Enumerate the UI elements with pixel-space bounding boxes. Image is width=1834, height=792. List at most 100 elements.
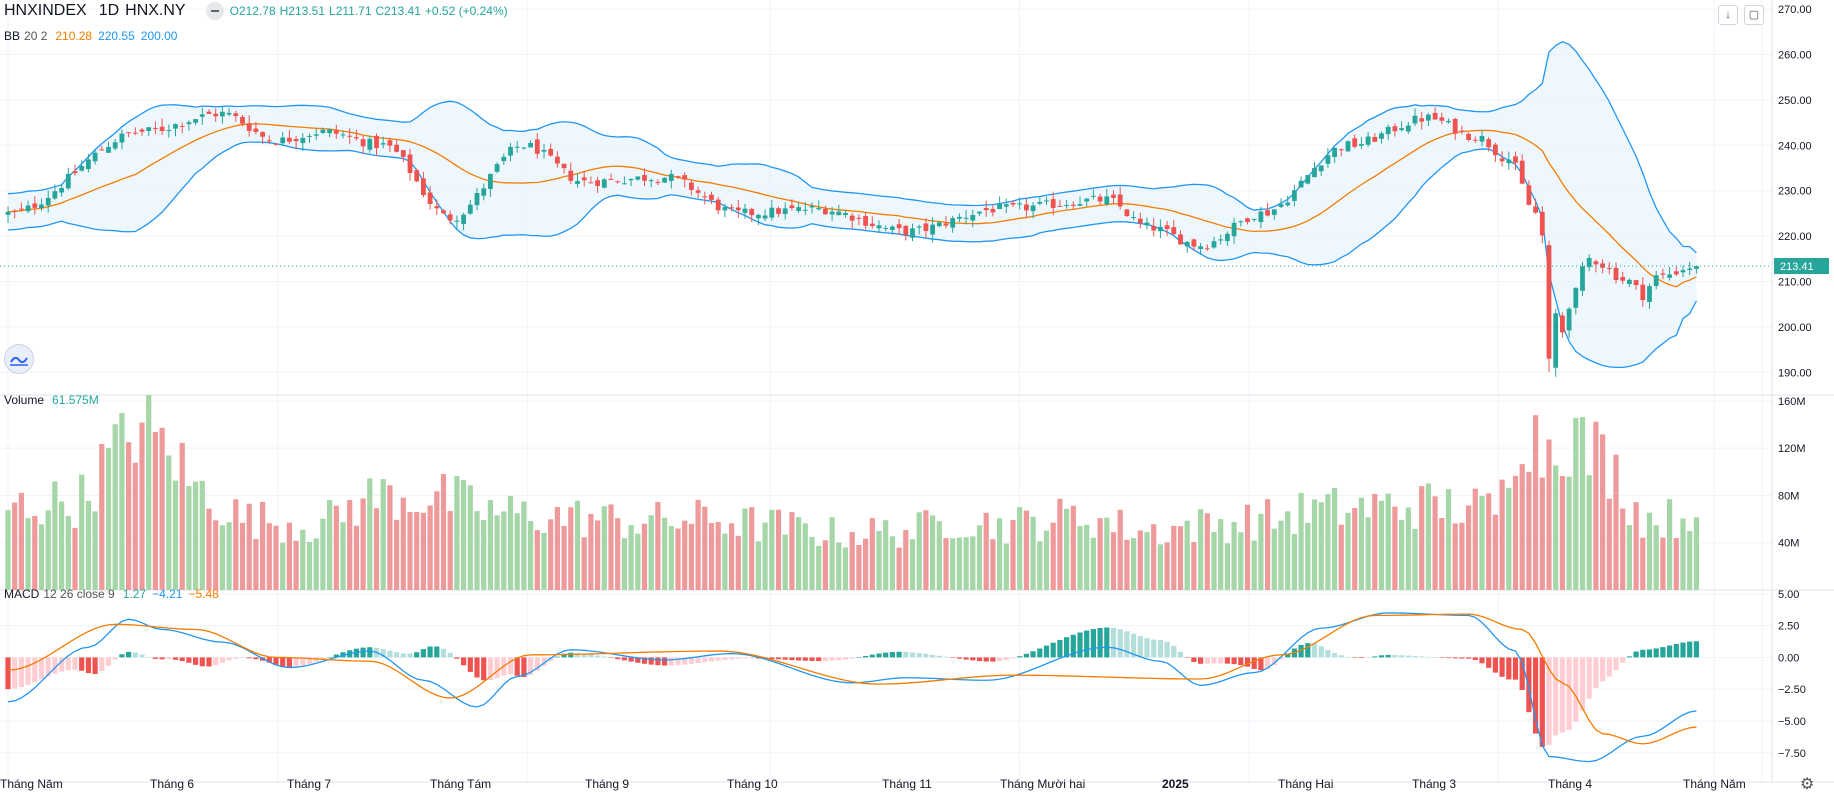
volume-bar xyxy=(1265,499,1271,590)
candle xyxy=(1560,312,1565,338)
candle xyxy=(903,225,909,241)
volume-bar xyxy=(796,517,802,590)
macd-histogram-bar xyxy=(1285,653,1291,658)
candle xyxy=(528,140,533,148)
candle-body xyxy=(159,126,165,131)
fullscreen-icon[interactable]: ▢ xyxy=(1744,5,1764,25)
volume-bar xyxy=(1211,531,1217,590)
volume-bar xyxy=(836,542,842,590)
ohlc-low: L211.71 xyxy=(329,4,372,18)
candle xyxy=(776,206,781,218)
candle xyxy=(146,127,152,137)
macd-histogram-bar xyxy=(313,657,319,662)
candle xyxy=(494,162,500,174)
candle-body xyxy=(146,127,152,131)
macd-histogram-bar xyxy=(226,657,232,661)
candle xyxy=(943,216,949,229)
volume-bar xyxy=(313,538,319,590)
candle-body xyxy=(333,130,339,134)
candle-body xyxy=(514,146,520,148)
candle xyxy=(253,122,259,135)
volume-bar xyxy=(842,547,849,590)
candle xyxy=(126,131,131,138)
settings-gear-icon[interactable]: ⚙ xyxy=(1800,776,1814,792)
candle xyxy=(682,172,688,188)
collapse-legend-button[interactable] xyxy=(205,2,224,20)
volume-bar xyxy=(99,443,105,590)
candle-body xyxy=(347,135,353,137)
time-axis: Tháng Năm Tháng 6 Tháng 7 Tháng Tám Tháng 9 T… xyxy=(0,777,1746,791)
volume-bar xyxy=(1660,537,1666,590)
symbol-name[interactable]: HNXINDEX xyxy=(4,2,87,19)
macd-histogram-bar xyxy=(32,657,38,683)
volume-bar xyxy=(1633,502,1639,590)
interval-label[interactable]: 1D xyxy=(98,2,120,19)
volume-bar xyxy=(233,499,239,590)
volume-bar xyxy=(1251,540,1257,590)
volume-bar xyxy=(1579,417,1586,590)
macd-histogram-bar xyxy=(1198,657,1204,664)
volume-bar xyxy=(534,530,540,590)
macd-axis-label: −2.50 xyxy=(1778,684,1806,696)
volume-bar xyxy=(481,519,487,590)
volume-bar xyxy=(1600,434,1606,590)
candle-body xyxy=(1332,147,1337,158)
volume-bar xyxy=(1017,507,1023,590)
macd-histogram-bar xyxy=(856,657,862,658)
candle xyxy=(1265,202,1270,217)
candle xyxy=(1466,132,1471,142)
candle-body xyxy=(1003,204,1009,207)
candle-body xyxy=(1533,206,1538,213)
volume-bar xyxy=(863,538,869,590)
candle-body xyxy=(1399,128,1404,131)
macd-histogram-bar xyxy=(253,657,259,660)
volume-bar xyxy=(1452,523,1458,590)
macd-legend[interactable]: MACD 12 26 close 9 1.27 −4.21 −5.48 xyxy=(4,587,225,601)
candle-body xyxy=(1419,118,1425,122)
macd-histogram-bar xyxy=(1653,648,1659,658)
volume-bar xyxy=(1472,488,1478,590)
volume-bar xyxy=(1559,476,1565,590)
candle-body xyxy=(220,111,225,117)
candle-body xyxy=(1640,284,1646,301)
volume-bar xyxy=(735,535,741,590)
macd-histogram-bar xyxy=(1392,655,1398,658)
bb-legend[interactable]: BB 20 2 210.28 220.55 200.00 xyxy=(4,29,183,43)
macd-histogram-bar xyxy=(822,657,828,661)
macd-axis-label: −7.50 xyxy=(1778,748,1806,760)
volume-bar xyxy=(1432,496,1438,590)
candle xyxy=(1627,278,1632,287)
macd-histogram-bar xyxy=(1251,657,1257,669)
tradingview-logo[interactable] xyxy=(4,344,34,374)
candle-body xyxy=(782,208,788,215)
candle-body xyxy=(414,170,420,182)
macd-histogram-bar xyxy=(239,657,246,659)
volume-legend[interactable]: Volume 61.575M xyxy=(4,393,105,407)
volume-bar xyxy=(789,512,795,590)
volume-bar xyxy=(1439,518,1445,590)
macd-histogram-bar xyxy=(1405,655,1411,658)
candle xyxy=(45,190,51,213)
volume-bar xyxy=(675,528,681,590)
volume-bar xyxy=(1693,517,1699,590)
download-icon[interactable]: ↓ xyxy=(1718,5,1738,25)
macd-histogram-bar xyxy=(1378,655,1385,658)
candle xyxy=(849,212,855,229)
macd-histogram-bar xyxy=(179,657,185,662)
candle xyxy=(1184,240,1190,253)
macd-histogram-bar xyxy=(172,657,179,660)
macd-histogram-bar xyxy=(99,657,105,672)
candle-body xyxy=(588,182,594,184)
candle-body xyxy=(1660,273,1666,275)
candle-body xyxy=(635,176,641,180)
ohlc-high: H213.51 xyxy=(279,4,326,18)
volume-bar xyxy=(1546,439,1552,590)
macd-histogram-bar xyxy=(1224,657,1230,664)
candle-body xyxy=(1238,221,1244,223)
candle-body xyxy=(434,206,440,209)
macd-axis: 5.00 2.50 0.00 −2.50 −5.00 −7.50 xyxy=(1778,589,1806,760)
candle xyxy=(199,107,205,125)
time-axis-label: Tháng Hai xyxy=(1278,777,1333,791)
candle-body xyxy=(534,139,540,154)
